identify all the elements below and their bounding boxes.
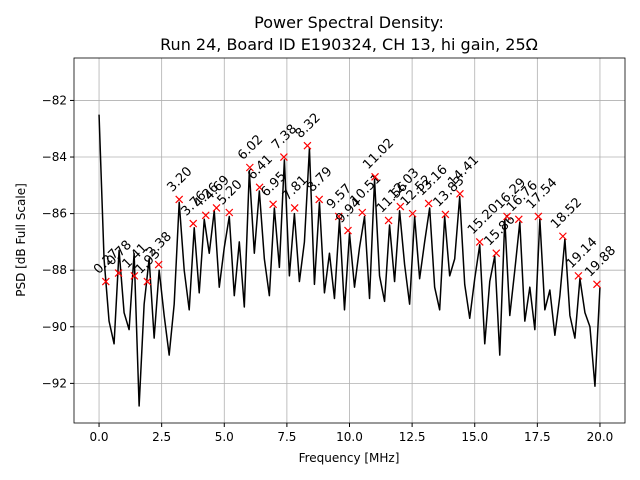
x-axis-label: Frequency [MHz] xyxy=(299,451,400,465)
peak-marker xyxy=(408,209,417,218)
peak-marker xyxy=(396,202,405,211)
peak-marker xyxy=(456,189,464,198)
peak-marker xyxy=(334,212,343,221)
x-tick-label: 12.5 xyxy=(399,430,426,444)
peak-marker xyxy=(558,232,567,241)
y-tick-label: −90 xyxy=(42,320,67,334)
peak-marker xyxy=(189,219,198,228)
peak-marker xyxy=(290,204,299,212)
peak-marker xyxy=(534,212,543,221)
peak-label: 7.38 xyxy=(269,122,300,153)
peak-marker xyxy=(503,212,511,221)
y-axis-label: PSD [dB Full Scale] xyxy=(14,183,28,297)
peak-marker xyxy=(344,226,352,235)
y-tick-label: −84 xyxy=(42,150,67,164)
peak-marker xyxy=(143,277,152,286)
peak-label: 8.32 xyxy=(293,110,324,141)
y-tick-label: −86 xyxy=(42,207,67,221)
peak-marker xyxy=(441,210,450,219)
chart-subtitle: Run 24, Board ID E190324, CH 13, hi gain… xyxy=(160,35,538,54)
peak-marker xyxy=(154,260,163,269)
peak-marker xyxy=(201,211,210,220)
peak-marker xyxy=(255,183,264,192)
peak-marker xyxy=(514,215,523,224)
chart-title: Power Spectral Density: xyxy=(254,13,444,32)
y-tick-label: −88 xyxy=(42,263,67,277)
peak-marker xyxy=(358,208,367,217)
x-tick-label: 0.0 xyxy=(89,430,108,444)
x-tick-label: 7.5 xyxy=(277,430,296,444)
peak-marker xyxy=(269,200,278,209)
peak-marker xyxy=(475,237,484,246)
x-tick-label: 10.0 xyxy=(336,430,363,444)
peak-marker xyxy=(384,216,393,225)
peak-marker xyxy=(130,271,139,280)
peak-marker xyxy=(315,195,324,204)
peak-marker xyxy=(175,195,184,204)
peak-marker xyxy=(303,141,312,150)
peak-marker xyxy=(371,172,379,181)
x-tick-label: 2.5 xyxy=(152,430,171,444)
peak-marker xyxy=(279,153,288,161)
x-tick-label: 5.0 xyxy=(215,430,234,444)
x-tick-label: 17.5 xyxy=(524,430,551,444)
peak-marker xyxy=(492,249,501,258)
plot-frame xyxy=(73,57,626,424)
peak-marker xyxy=(114,269,123,277)
y-tick-label: −82 xyxy=(42,93,67,107)
peak-marker xyxy=(225,208,234,217)
peak-marker xyxy=(212,204,221,212)
x-tick-label: 20.0 xyxy=(587,430,614,444)
psd-line xyxy=(98,114,601,407)
peak-marker xyxy=(245,163,254,172)
peak-marker xyxy=(101,277,110,286)
x-tick-label: 15.0 xyxy=(461,430,488,444)
peak-marker xyxy=(593,280,601,289)
peak-marker xyxy=(574,271,583,280)
peak-label: 3.20 xyxy=(164,164,195,195)
peak-marker xyxy=(424,199,433,208)
y-tick-label: −92 xyxy=(42,376,67,390)
peak-label: 11.02 xyxy=(360,136,397,173)
